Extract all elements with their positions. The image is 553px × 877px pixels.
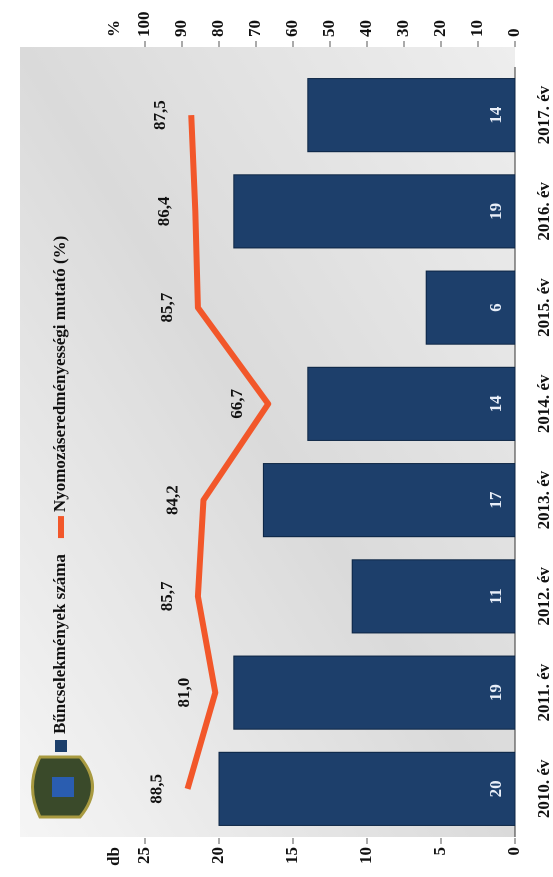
y2-tick-label: 90 bbox=[171, 20, 190, 37]
y2-tick-label: 80 bbox=[208, 20, 227, 37]
y2-tick-label: 70 bbox=[245, 20, 264, 37]
bar bbox=[351, 559, 516, 634]
y2-tick-label: 40 bbox=[356, 20, 375, 37]
legend-label: Nyomozáseredményességi mutató (%) bbox=[50, 236, 69, 512]
logo bbox=[31, 755, 94, 819]
x-tick-label: 2015. év bbox=[534, 278, 553, 337]
y2-tick-label: 20 bbox=[430, 20, 449, 37]
legend-label: Bűncselekmények száma bbox=[50, 554, 69, 734]
line-value-label: 66,7 bbox=[227, 389, 246, 419]
bar-value-label: 14 bbox=[486, 106, 505, 124]
line-value-label: 84,2 bbox=[162, 485, 181, 515]
y-tick-label: 25 bbox=[134, 847, 153, 864]
line-value-label: 86,4 bbox=[154, 196, 173, 226]
y2-tick-label: 30 bbox=[393, 20, 412, 37]
x-tick-label: 2010. év bbox=[534, 759, 553, 818]
bar bbox=[218, 751, 516, 826]
bar bbox=[262, 463, 516, 538]
y-axis-title: db bbox=[104, 847, 123, 866]
bar-value-label: 6 bbox=[486, 303, 505, 312]
y-tick-label: 5 bbox=[430, 847, 449, 856]
line bbox=[184, 114, 272, 790]
bar-value-label: 17 bbox=[486, 491, 505, 509]
y-tick-label: 0 bbox=[504, 847, 523, 856]
x-tick-label: 2014. év bbox=[534, 374, 553, 433]
line-value-label: 85,7 bbox=[157, 581, 176, 611]
bar-value-label: 19 bbox=[486, 203, 505, 220]
bar-value-label: 14 bbox=[486, 395, 505, 413]
y2-tick-label: 10 bbox=[467, 20, 486, 37]
line-value-label: 85,7 bbox=[157, 292, 176, 322]
bar bbox=[307, 78, 516, 153]
y2-tick-label: 50 bbox=[319, 20, 338, 37]
x-tick-label: 2011. év bbox=[534, 663, 553, 721]
bar bbox=[233, 655, 516, 730]
bar-value-label: 11 bbox=[486, 588, 505, 604]
y-tick-label: 10 bbox=[356, 847, 375, 864]
line-value-label: 81,0 bbox=[174, 678, 193, 708]
legend-swatch bbox=[55, 740, 67, 752]
y2-tick-label: 60 bbox=[282, 20, 301, 37]
x-tick-label: 2013. év bbox=[534, 470, 553, 529]
y-tick-label: 15 bbox=[282, 847, 301, 864]
bar-value-label: 20 bbox=[486, 780, 505, 797]
x-tick-label: 2012. év bbox=[534, 567, 553, 626]
y-tick-label: 20 bbox=[208, 847, 227, 864]
bar bbox=[307, 366, 516, 441]
y2-axis-title: % bbox=[104, 20, 123, 37]
x-tick-label: 2016. év bbox=[534, 182, 553, 241]
y2-tick-label: 100 bbox=[134, 12, 153, 38]
bar-value-label: 19 bbox=[486, 684, 505, 701]
bar bbox=[425, 270, 516, 345]
line-value-label: 88,5 bbox=[146, 774, 165, 804]
line-value-label: 87,5 bbox=[150, 100, 169, 130]
x-tick-label: 2017. év bbox=[534, 85, 553, 144]
bar bbox=[233, 174, 516, 249]
y2-tick-label: 0 bbox=[504, 29, 523, 38]
